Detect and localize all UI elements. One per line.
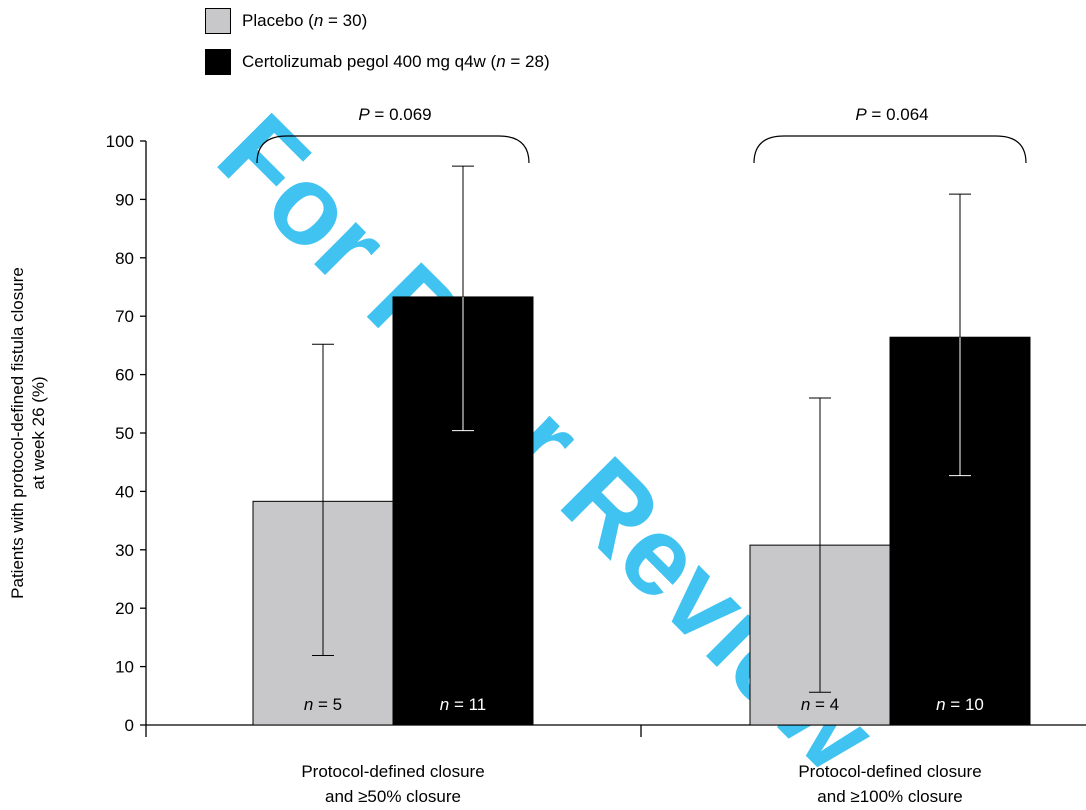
bar-n-label: n = 10 bbox=[936, 695, 984, 714]
bar-n-label: n = 11 bbox=[440, 695, 487, 714]
p-value-label: P = 0.064 bbox=[855, 105, 928, 124]
significance-bracket bbox=[753, 135, 1027, 164]
y-tick-label: 0 bbox=[125, 716, 134, 735]
y-tick-label: 30 bbox=[115, 541, 134, 560]
legend-label-certolizumab: Certolizumab pegol 400 mg q4w (n = 28) bbox=[242, 52, 550, 71]
legend-swatch-certolizumab bbox=[205, 49, 231, 75]
y-tick-label: 100 bbox=[106, 132, 134, 151]
x-category-label: Protocol-defined closure bbox=[301, 762, 484, 781]
x-category-label: Protocol-defined closure bbox=[798, 762, 981, 781]
y-tick-label: 60 bbox=[115, 366, 134, 385]
p-value-label: P = 0.069 bbox=[358, 105, 431, 124]
y-axis-label: at week 26 (%) bbox=[29, 376, 48, 489]
legend-item-placebo: Placebo (n = 30) bbox=[205, 8, 367, 34]
legend-label-placebo: Placebo (n = 30) bbox=[242, 11, 368, 30]
legend-swatch-placebo bbox=[205, 8, 231, 34]
y-tick-label: 40 bbox=[115, 482, 134, 501]
legend-item-certolizumab: Certolizumab pegol 400 mg q4w (n = 28) bbox=[205, 49, 550, 75]
y-tick-label: 10 bbox=[115, 658, 134, 677]
y-tick-label: 70 bbox=[115, 307, 134, 326]
y-axis-label: Patients with protocol-defined fistula c… bbox=[8, 267, 27, 599]
y-tick-label: 20 bbox=[115, 599, 134, 618]
legend-n-certolizumab: n = 28 bbox=[496, 52, 544, 71]
y-tick-label: 50 bbox=[115, 424, 134, 443]
bar-n-label: n = 5 bbox=[304, 695, 342, 714]
significance-bracket bbox=[256, 135, 530, 164]
x-category-label: and ≥100% closure bbox=[817, 787, 962, 806]
x-category-label: and ≥50% closure bbox=[325, 787, 461, 806]
y-tick-label: 80 bbox=[115, 249, 134, 268]
y-tick-label: 90 bbox=[115, 190, 134, 209]
legend-n-placebo: n = 30 bbox=[313, 11, 362, 30]
bar-n-label: n = 4 bbox=[801, 695, 839, 714]
